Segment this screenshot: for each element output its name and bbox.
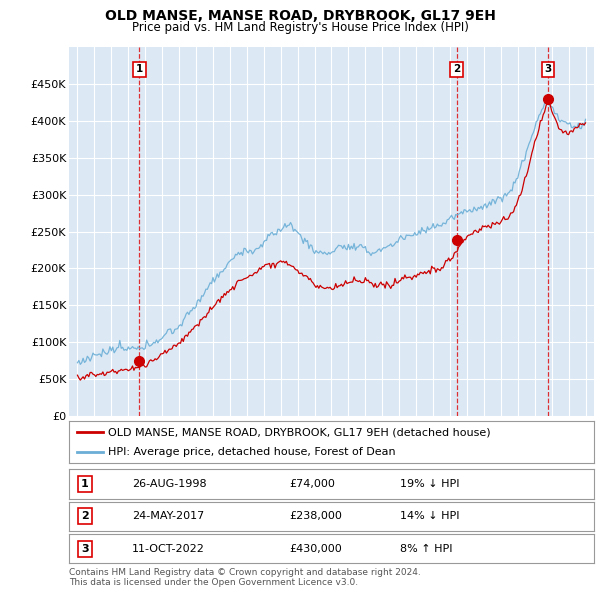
Text: 3: 3 <box>544 64 551 74</box>
Text: 11-OCT-2022: 11-OCT-2022 <box>132 544 205 553</box>
Text: 14% ↓ HPI: 14% ↓ HPI <box>400 512 459 521</box>
Text: 26-AUG-1998: 26-AUG-1998 <box>132 479 206 489</box>
Text: 1: 1 <box>136 64 143 74</box>
Text: £238,000: £238,000 <box>290 512 343 521</box>
Text: £430,000: £430,000 <box>290 544 342 553</box>
Text: Contains HM Land Registry data © Crown copyright and database right 2024.
This d: Contains HM Land Registry data © Crown c… <box>69 568 421 587</box>
Text: HPI: Average price, detached house, Forest of Dean: HPI: Average price, detached house, Fore… <box>109 447 396 457</box>
Text: 2: 2 <box>81 512 89 521</box>
Text: £74,000: £74,000 <box>290 479 335 489</box>
Text: 19% ↓ HPI: 19% ↓ HPI <box>400 479 459 489</box>
Text: Price paid vs. HM Land Registry's House Price Index (HPI): Price paid vs. HM Land Registry's House … <box>131 21 469 34</box>
Text: OLD MANSE, MANSE ROAD, DRYBROOK, GL17 9EH (detached house): OLD MANSE, MANSE ROAD, DRYBROOK, GL17 9E… <box>109 427 491 437</box>
Text: 2: 2 <box>453 64 460 74</box>
Text: 8% ↑ HPI: 8% ↑ HPI <box>400 544 452 553</box>
Text: OLD MANSE, MANSE ROAD, DRYBROOK, GL17 9EH: OLD MANSE, MANSE ROAD, DRYBROOK, GL17 9E… <box>104 9 496 23</box>
Text: 1: 1 <box>81 479 89 489</box>
Text: 3: 3 <box>81 544 89 553</box>
Text: 24-MAY-2017: 24-MAY-2017 <box>132 512 204 521</box>
